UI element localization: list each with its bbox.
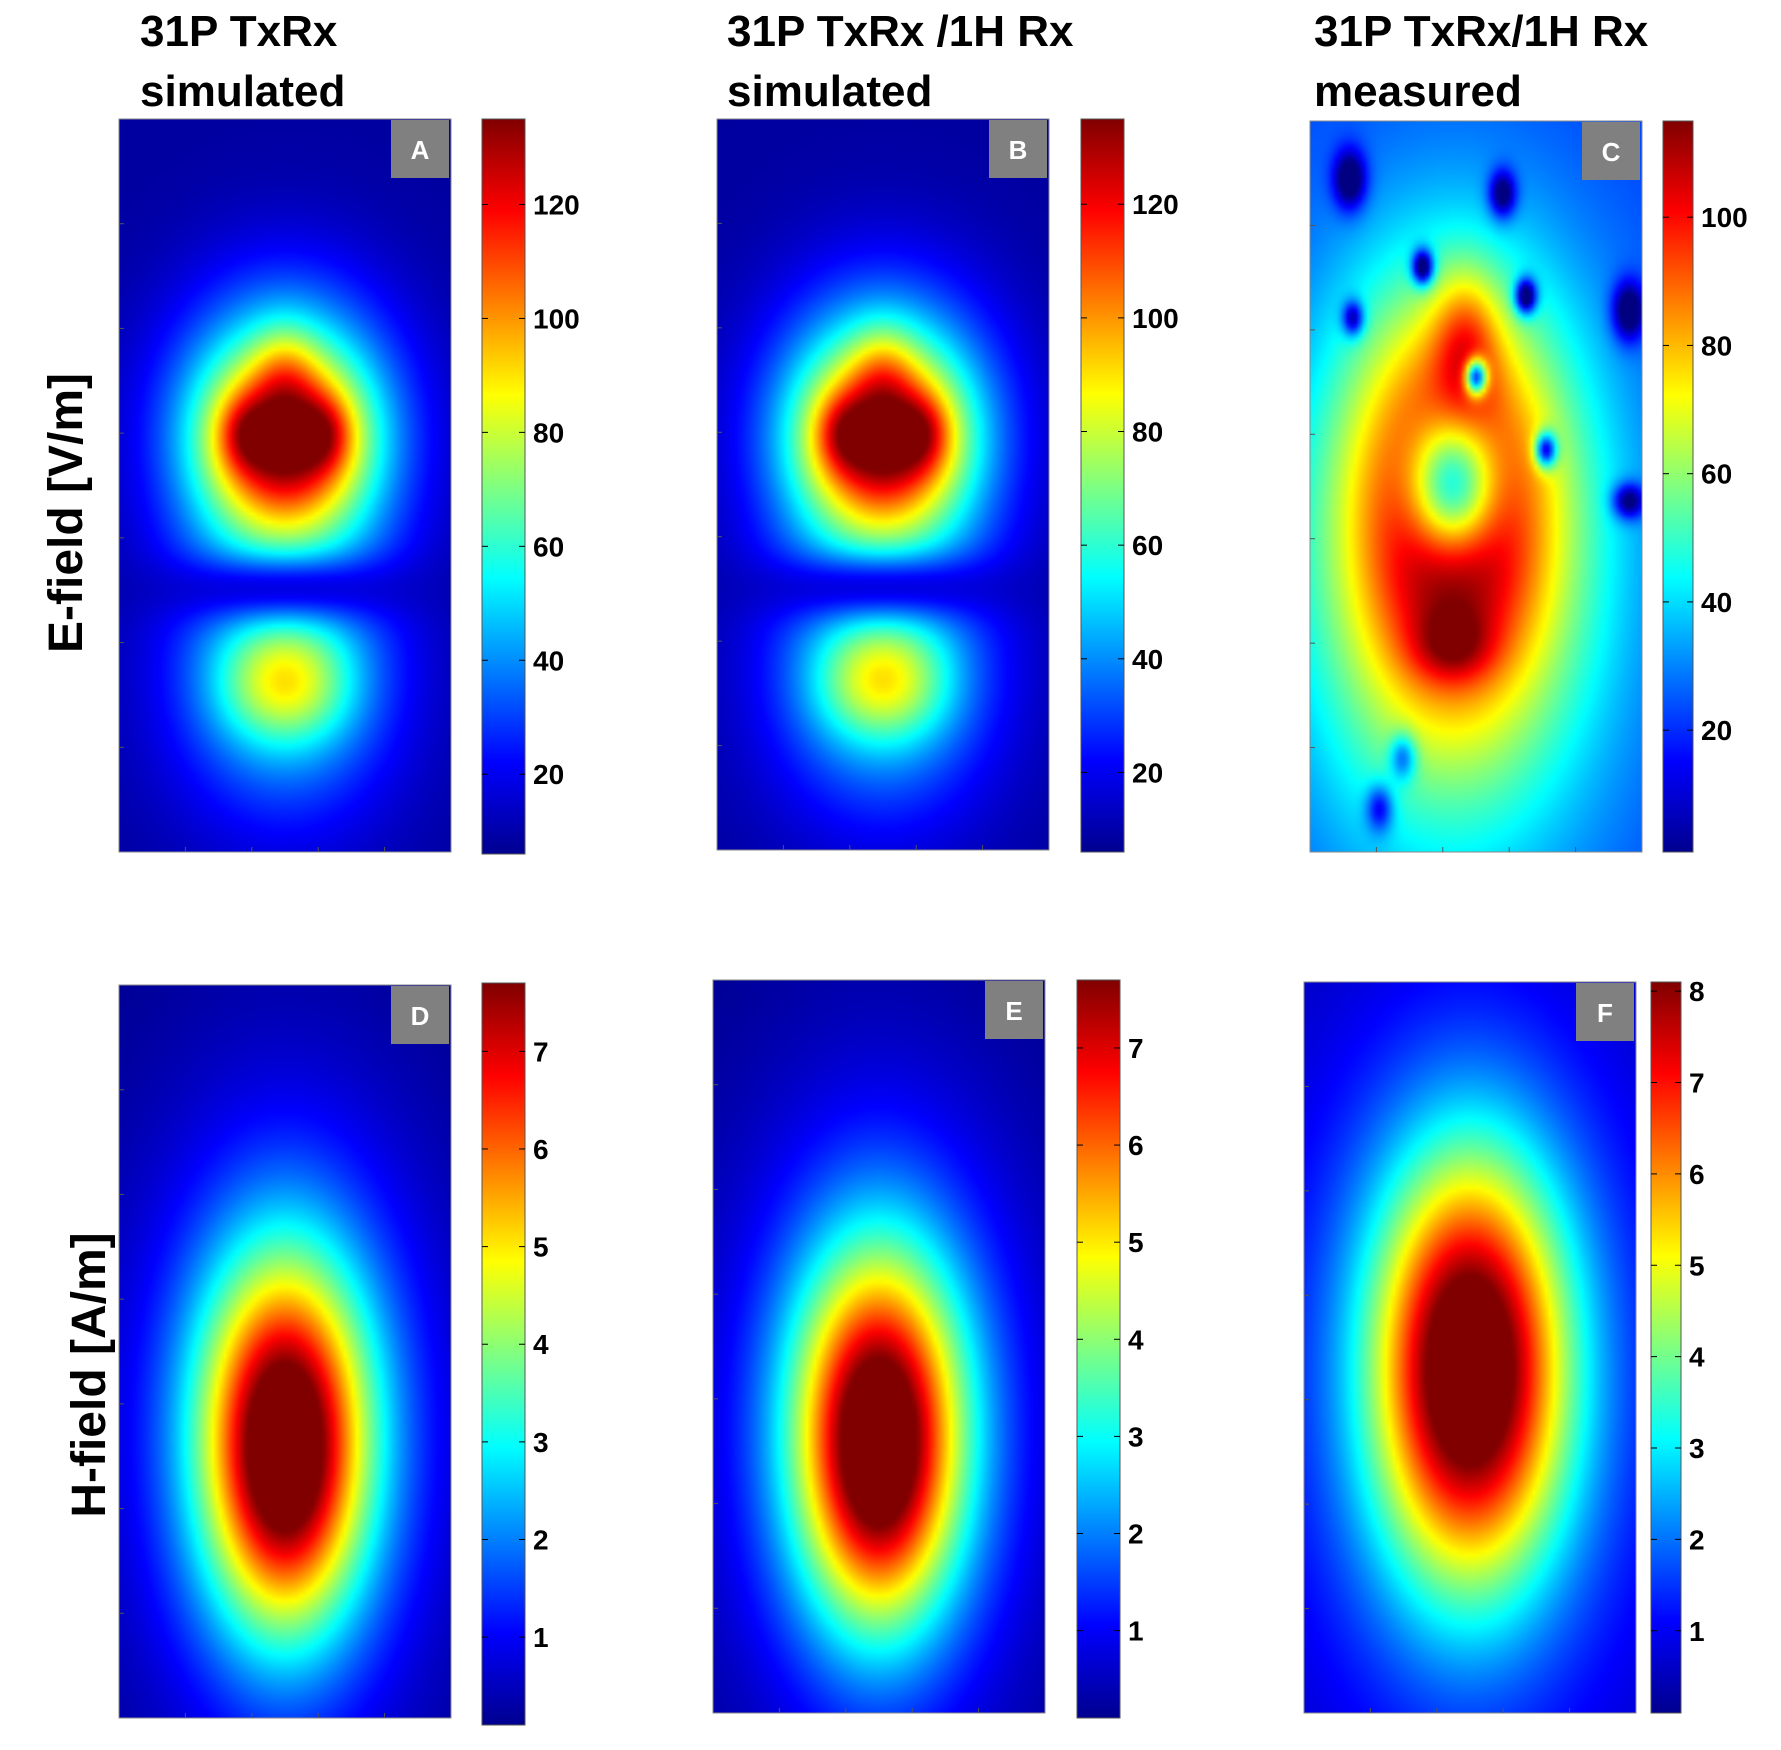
panel-badge-a [391, 120, 449, 178]
panel-badge-label-a: A [411, 135, 430, 165]
heatmap-frame-b [716, 118, 1050, 851]
heatmap-b [717, 119, 1049, 850]
panel-badge-c [1582, 122, 1640, 180]
colorbar-tick-label-f: 5 [1689, 1250, 1705, 1281]
colorbar-tick-label-b: 40 [1132, 644, 1163, 675]
panel-badge-label-d: D [411, 1001, 430, 1031]
panels: A 20 40 60 80 100 120 B 20 40 60 80 100 120 C 20 40 60 80 1… [118, 118, 1748, 1726]
heatmap-e [713, 980, 1045, 1713]
title-panel-b-line1: 31P TxRx /1H Rx [727, 7, 1074, 56]
colorbar-tick-label-c: 40 [1701, 587, 1732, 618]
colorbar-tick-label-d: 5 [533, 1232, 549, 1263]
colorbar-tick-label-e: 6 [1128, 1130, 1144, 1161]
colorbar-tick-label-d: 4 [533, 1329, 549, 1360]
panel-badge-d [391, 986, 449, 1044]
panel-f: F 1 2 3 4 5 6 7 8 [1303, 976, 1705, 1714]
colorbar-tick-label-e: 1 [1128, 1616, 1144, 1647]
colorbar-tick-label-f: 6 [1689, 1159, 1705, 1190]
colorbar-tick-label-c: 80 [1701, 330, 1732, 361]
colorbar-b [1080, 118, 1125, 853]
colorbar-tick-label-c: 20 [1701, 715, 1732, 746]
title-panel-a-line1: 31P TxRx [140, 7, 338, 56]
row-label-h-field: H-field [A/m] [63, 1232, 116, 1517]
colorbar-tick-label-d: 6 [533, 1134, 549, 1165]
heatmap-frame-d [118, 984, 452, 1719]
panel-badge-b [989, 120, 1047, 178]
colorbar-f [1650, 981, 1682, 1714]
colorbar-tick-label-f: 7 [1689, 1068, 1705, 1099]
colorbar-tick-label-e: 4 [1128, 1324, 1144, 1355]
heatmap-frame-f [1303, 981, 1637, 1714]
colorbar-tick-label-f: 2 [1689, 1524, 1705, 1555]
row-label-e-field: E-field [V/m] [40, 373, 93, 653]
colorbar-tick-label-b: 80 [1132, 417, 1163, 448]
colorbar-tick-label-d: 2 [533, 1525, 549, 1556]
title-panel-b-line2: simulated [727, 67, 932, 116]
title-panel-c-line1: 31P TxRx/1H Rx [1314, 7, 1649, 56]
title-panel-a: 31P TxRx simulated [140, 7, 345, 116]
panel-badge-e [985, 981, 1043, 1039]
heatmap-f [1304, 982, 1636, 1713]
colorbar-tick-label-b: 60 [1132, 530, 1163, 561]
heatmap-a [119, 119, 451, 852]
colorbar-tick-label-e: 3 [1128, 1421, 1144, 1452]
colorbar-tick-label-a: 80 [533, 417, 564, 448]
colorbar-tick-label-b: 100 [1132, 303, 1179, 334]
heatmap-frame-c [1309, 120, 1643, 853]
panel-badge-label-e: E [1005, 996, 1022, 1026]
colorbar-tick-label-e: 5 [1128, 1227, 1144, 1258]
heatmap-frame-e [712, 979, 1046, 1714]
colorbar-tick-label-c: 60 [1701, 459, 1732, 490]
title-panel-c: 31P TxRx/1H Rx measured [1314, 7, 1649, 116]
heatmap-frame-a [118, 118, 452, 853]
colorbar-tick-label-a: 60 [533, 531, 564, 562]
panel-e: E 1 2 3 4 5 6 7 [712, 979, 1144, 1719]
panel-b: B 20 40 60 80 100 120 [716, 118, 1179, 853]
title-panel-c-line2: measured [1314, 67, 1522, 116]
colorbar-tick-label-a: 20 [533, 759, 564, 790]
colorbar-tick-label-f: 1 [1689, 1616, 1705, 1647]
colorbar-tick-label-d: 7 [533, 1036, 549, 1067]
colorbar-tick-label-c: 100 [1701, 202, 1748, 233]
panel-d: D 1 2 3 4 5 6 7 [118, 982, 549, 1726]
colorbar-tick-label-a: 40 [533, 645, 564, 676]
colorbar-tick-label-a: 120 [533, 189, 580, 220]
colorbar-e [1076, 979, 1121, 1719]
panel-badge-label-b: B [1009, 135, 1028, 165]
colorbar-tick-label-d: 3 [533, 1427, 549, 1458]
colorbar-tick-label-f: 3 [1689, 1433, 1705, 1464]
colorbar-tick-label-e: 7 [1128, 1033, 1144, 1064]
title-panel-b: 31P TxRx /1H Rx simulated [727, 7, 1074, 116]
colorbar-tick-label-f: 4 [1689, 1342, 1705, 1373]
colorbar-a [481, 118, 526, 855]
colorbar-c [1662, 120, 1694, 853]
colorbar-tick-label-b: 20 [1132, 757, 1163, 788]
colorbar-d [481, 982, 526, 1726]
heatmap-d [119, 985, 451, 1718]
panel-a: A 20 40 60 80 100 120 [118, 118, 580, 855]
colorbar-tick-label-a: 100 [533, 303, 580, 334]
panel-badge-label-c: C [1602, 137, 1621, 167]
colorbar-tick-label-b: 120 [1132, 189, 1179, 220]
heatmap-c [1310, 121, 1642, 852]
panel-badge-f [1576, 983, 1634, 1041]
panel-c: C 20 40 60 80 100 [1309, 120, 1748, 853]
colorbar-tick-label-d: 1 [533, 1622, 549, 1653]
colorbar-tick-label-e: 2 [1128, 1519, 1144, 1550]
panel-badge-label-f: F [1597, 998, 1613, 1028]
title-panel-a-line2: simulated [140, 67, 345, 116]
colorbar-tick-label-f: 8 [1689, 976, 1705, 1007]
